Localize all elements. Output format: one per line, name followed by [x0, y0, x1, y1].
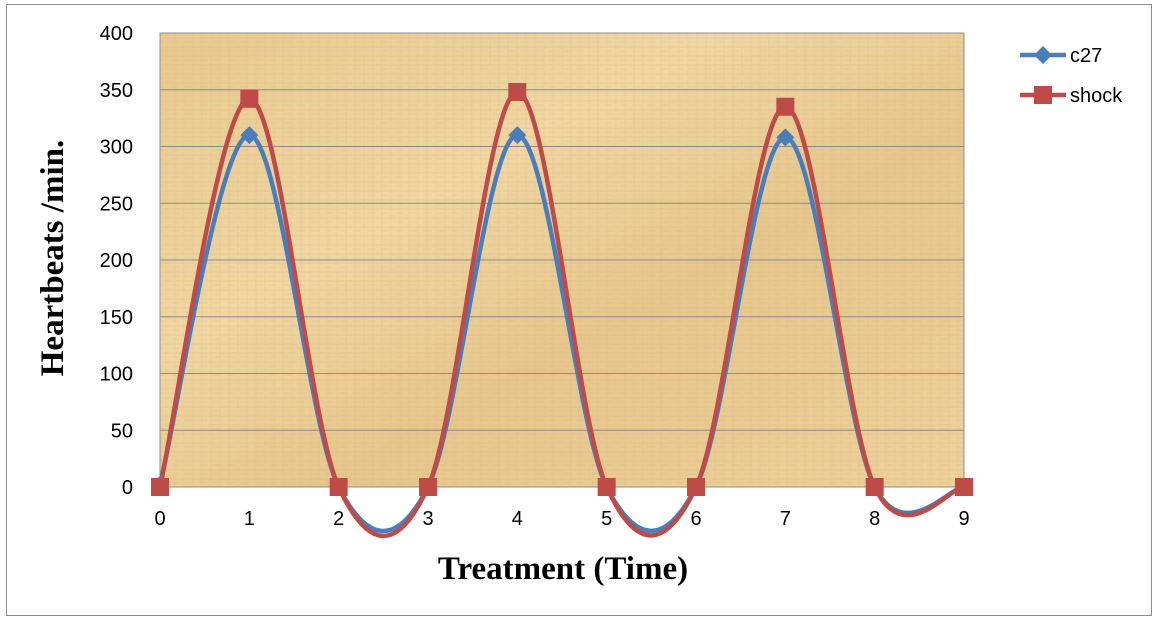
series-line-c27	[157, 132, 965, 533]
series-markers	[151, 83, 973, 496]
data-point-shock	[955, 478, 973, 496]
series-line-shock	[157, 89, 965, 539]
data-point-shock	[240, 89, 259, 108]
x-tick-label: 6	[690, 508, 701, 530]
y-tick-label: 0	[122, 477, 133, 499]
y-tick-label: 200	[100, 250, 133, 272]
legend-label-c27: c27	[1070, 45, 1102, 67]
data-point-shock	[776, 97, 795, 116]
x-axis-ticks: 0 1 2 3 4 5 6 7 8 9	[154, 508, 969, 530]
x-tick-label: 7	[780, 508, 791, 530]
y-tick-label: 350	[100, 80, 133, 102]
legend-marker-c27	[1034, 46, 1052, 64]
data-point-shock	[687, 478, 705, 496]
x-axis-title: Treatment (Time)	[438, 551, 688, 587]
x-tick-label: 4	[512, 508, 523, 530]
x-tick-label: 3	[422, 508, 433, 530]
y-tick-label: 150	[100, 307, 133, 329]
legend-marker-shock	[1034, 86, 1052, 104]
y-tick-label: 300	[100, 137, 133, 159]
data-point-shock	[151, 478, 169, 496]
data-point-shock	[329, 478, 348, 496]
y-tick-label: 250	[100, 193, 133, 215]
data-point-shock	[865, 478, 884, 496]
y-axis-title: Heartbeats /min.	[35, 140, 71, 376]
x-tick-label: 9	[958, 508, 969, 530]
y-axis-ticks: 0 50 100 150 200 250 300 350 400	[100, 23, 133, 499]
series-lines	[157, 89, 965, 539]
data-point-c27	[776, 128, 795, 147]
y-tick-label: 100	[100, 364, 133, 386]
x-tick-label: 2	[333, 508, 344, 530]
y-tick-label: 50	[111, 420, 133, 442]
data-point-shock	[419, 478, 437, 496]
legend-label-shock: shock	[1070, 85, 1123, 107]
data-point-c27	[240, 126, 259, 145]
y-tick-label: 400	[100, 23, 133, 45]
legend: c27 shock	[1020, 45, 1123, 107]
x-tick-label: 0	[154, 508, 165, 530]
data-point-shock	[508, 83, 527, 102]
x-tick-label: 5	[601, 508, 612, 530]
x-tick-label: 8	[869, 508, 880, 530]
data-point-c27	[508, 126, 527, 145]
x-tick-label: 1	[244, 508, 255, 530]
data-point-shock	[597, 478, 616, 496]
